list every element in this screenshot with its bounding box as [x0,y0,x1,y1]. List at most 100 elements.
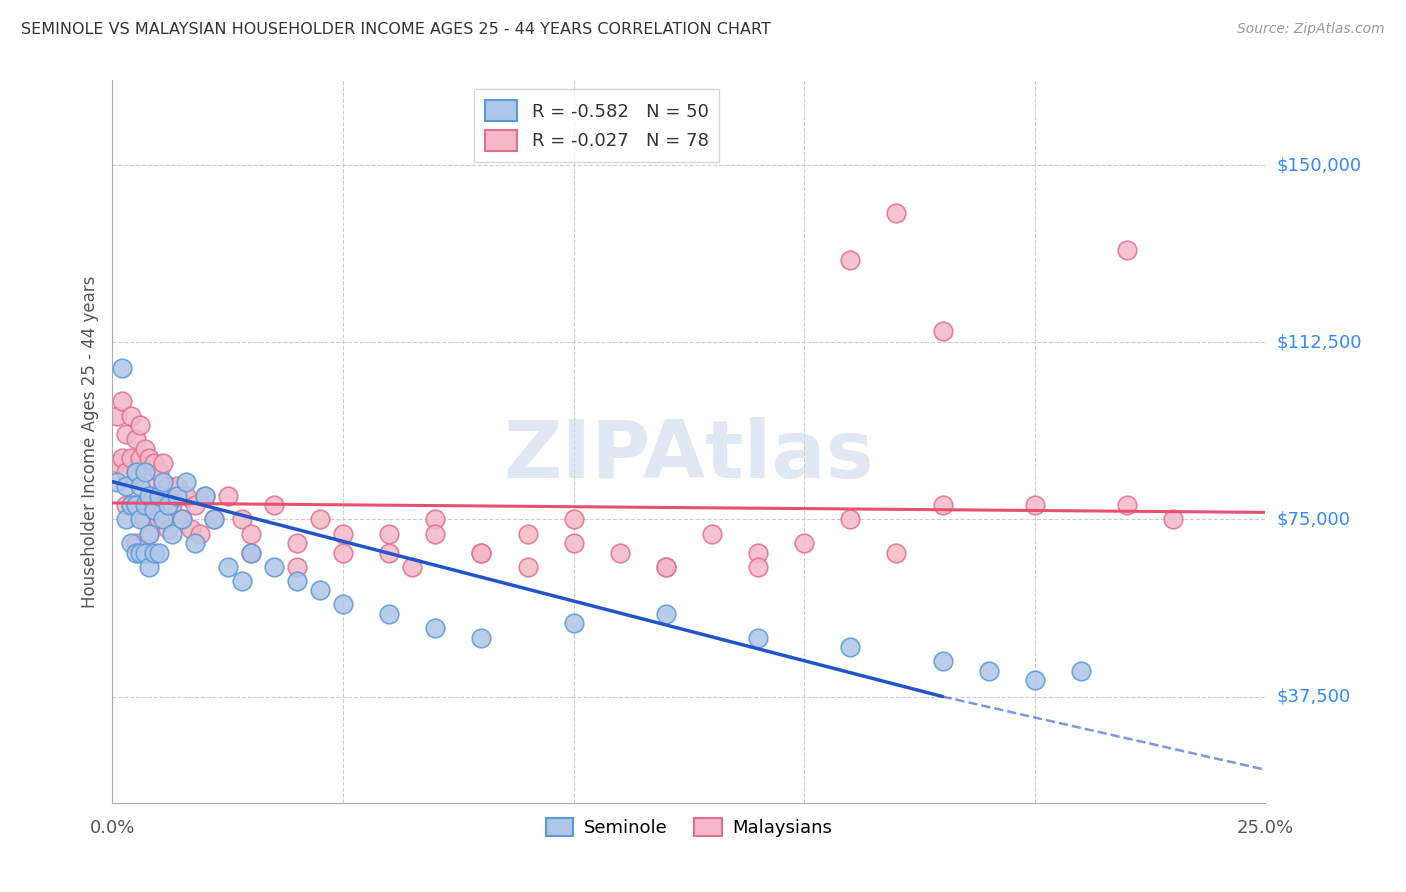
Point [239,545,262,559]
Point [120,498,142,512]
Point [401,559,423,574]
Point [285,559,308,574]
Point [170,512,193,526]
Point [470,545,492,559]
Point [152,475,174,489]
Point [115,512,138,526]
Point [152,512,174,526]
Point [105,475,128,489]
Point [332,545,354,559]
Point [470,631,492,645]
Point [134,545,156,559]
Point [129,451,152,466]
Point [143,498,166,512]
Point [124,498,146,512]
Point [231,574,253,588]
Point [655,559,678,574]
Point [470,545,492,559]
Point [839,640,862,654]
Point [562,512,585,526]
Point [202,512,225,526]
Point [138,559,160,574]
Point [124,465,146,479]
Point [129,417,152,432]
Point [1161,512,1184,526]
Point [148,512,170,526]
Text: ZIPAtlas: ZIPAtlas [503,417,875,495]
Point [931,498,953,512]
Point [120,451,142,466]
Point [793,536,815,550]
Point [184,536,207,550]
Point [143,545,166,559]
Point [129,498,152,512]
Point [166,489,188,503]
Point [609,545,631,559]
Point [931,654,953,668]
Point [1024,498,1046,512]
Point [134,498,156,512]
Point [138,489,160,503]
Point [162,526,184,541]
Point [174,489,197,503]
Point [148,545,170,559]
Point [134,465,156,479]
Point [309,583,332,598]
Point [332,526,354,541]
Text: Source: ZipAtlas.com: Source: ZipAtlas.com [1237,22,1385,37]
Point [263,559,285,574]
Point [1116,498,1139,512]
Point [111,361,134,376]
Text: $37,500: $37,500 [1277,688,1351,706]
Point [143,503,166,517]
Point [332,598,354,612]
Point [516,559,538,574]
Point [166,479,188,493]
Point [115,427,138,442]
Point [977,664,1000,678]
Point [180,522,202,536]
Point [239,545,262,559]
Point [217,489,239,503]
Legend: Seminole, Malaysians: Seminole, Malaysians [538,811,839,845]
Point [174,475,197,489]
Point [516,526,538,541]
Point [105,409,128,423]
Point [138,526,160,541]
Point [120,498,142,512]
Text: $112,500: $112,500 [1277,334,1362,351]
Point [129,512,152,526]
Point [148,465,170,479]
Point [124,465,146,479]
Point [1070,664,1092,678]
Point [425,621,447,635]
Point [129,479,152,493]
Point [111,451,134,466]
Text: $150,000: $150,000 [1277,156,1361,174]
Point [263,498,285,512]
Point [188,526,211,541]
Point [378,545,401,559]
Point [655,559,678,574]
Point [120,536,142,550]
Point [886,205,908,219]
Point [138,526,160,541]
Point [115,465,138,479]
Point [152,498,174,512]
Point [115,479,138,493]
Point [1116,244,1139,258]
Point [105,456,128,470]
Point [138,451,160,466]
Point [839,512,862,526]
Point [170,512,193,526]
Point [378,607,401,621]
Point [162,498,184,512]
Point [202,512,225,526]
Y-axis label: Householder Income Ages 25 - 44 years: Householder Income Ages 25 - 44 years [80,276,98,607]
Point [239,526,262,541]
Point [124,432,146,446]
Point [148,489,170,503]
Point [655,607,678,621]
Point [124,536,146,550]
Point [217,559,239,574]
